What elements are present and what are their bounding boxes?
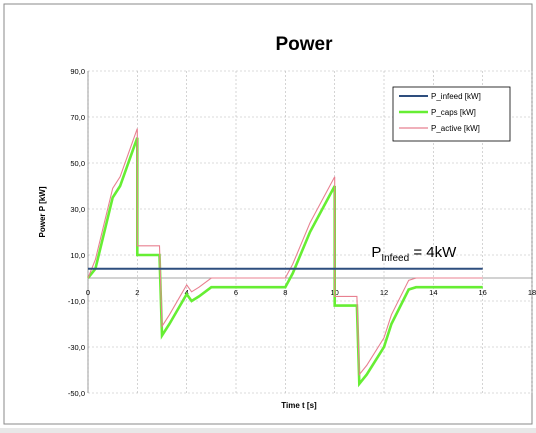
y-tick-label: -50,0 — [68, 389, 85, 398]
series-lines — [86, 128, 483, 388]
x-tick-label: 6 — [234, 288, 238, 297]
x-tick-label: 0 — [86, 288, 90, 297]
chart-border — [3, 3, 533, 425]
y-tick-label: 90,0 — [70, 67, 85, 76]
x-tick-label: 18 — [528, 288, 536, 297]
infeed-annotation: PInfeed = 4kW — [371, 244, 457, 264]
y-tick-label: 50,0 — [70, 159, 85, 168]
y-axis-label: Power P [kW] — [38, 186, 47, 237]
x-tick-label: 14 — [429, 288, 437, 297]
x-axis-label: Time t [s] — [281, 401, 317, 410]
x-tick-label: 8 — [283, 288, 287, 297]
y-tick-label: -30,0 — [68, 343, 85, 352]
x-tick-label: 12 — [380, 288, 388, 297]
legend-label-caps: P_caps [kW] — [431, 108, 476, 117]
series-line-active — [87, 128, 483, 377]
y-tick-label: 70,0 — [70, 113, 85, 122]
annotation-suffix: = 4kW — [409, 244, 457, 261]
x-tick-label: 2 — [135, 288, 139, 297]
legend-label-active: P_active [kW] — [431, 124, 480, 133]
y-tick-label: -10,0 — [68, 297, 85, 306]
y-tick-label: 30,0 — [70, 205, 85, 214]
legend: P_infeed [kW] P_caps [kW] P_active [kW] — [392, 86, 511, 142]
chart-title: Power — [275, 34, 333, 55]
annotation-subscript: Infeed — [381, 253, 409, 264]
y-tick-label: 10,0 — [70, 251, 85, 260]
legend-label-infeed: P_infeed [kW] — [431, 92, 481, 101]
x-tick-label: 16 — [478, 288, 486, 297]
annotation-prefix: P — [371, 244, 381, 261]
